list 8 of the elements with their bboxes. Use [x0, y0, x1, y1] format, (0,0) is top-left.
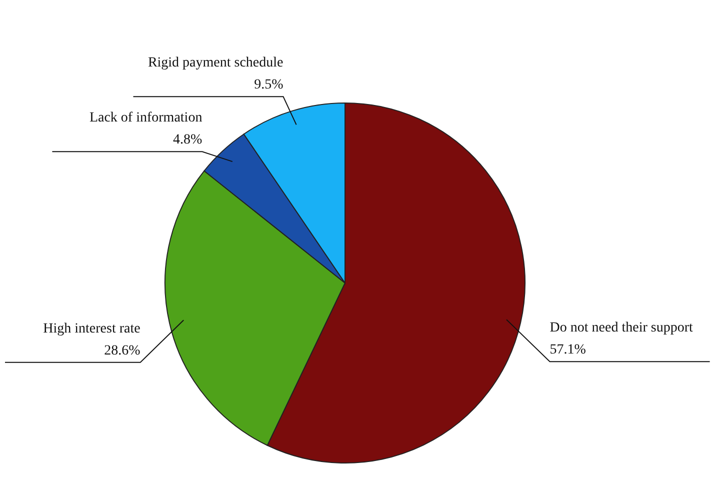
slice-label: High interest rate: [43, 321, 140, 336]
slice-label: Rigid payment schedule: [148, 56, 284, 71]
slice-label: Do not need their support: [550, 320, 693, 336]
data-label: 9.5%: [254, 78, 284, 93]
data-label: 28.6%: [104, 343, 141, 358]
data-label: 57.1%: [550, 342, 586, 358]
slice-label: Lack of information: [89, 110, 202, 126]
data-label: 4.8%: [173, 132, 203, 148]
